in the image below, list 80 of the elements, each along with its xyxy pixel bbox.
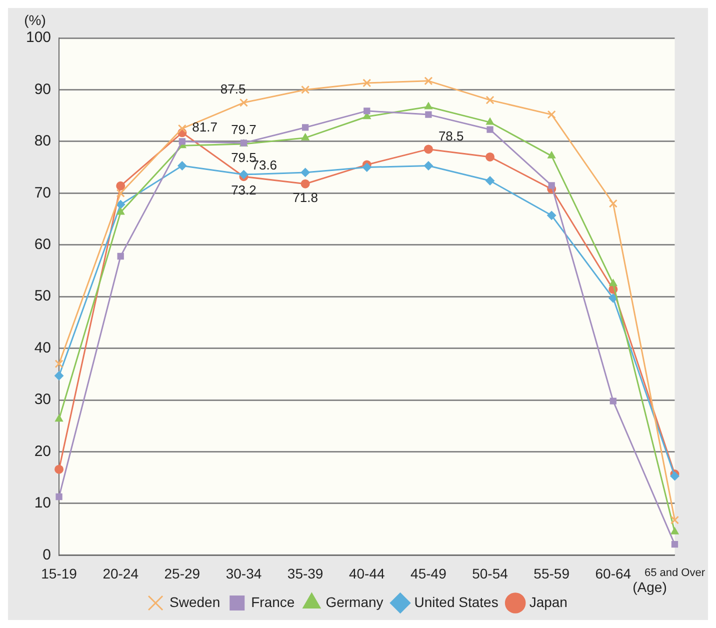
point xyxy=(424,102,432,110)
y-tick-label: 0 xyxy=(42,546,52,564)
data-label: 73.2 xyxy=(231,182,256,198)
point xyxy=(670,472,680,481)
point xyxy=(486,96,494,104)
point xyxy=(178,138,186,145)
point xyxy=(424,144,433,154)
legend-label: Japan xyxy=(529,594,568,610)
point xyxy=(364,108,370,114)
y-tick-label: 90 xyxy=(34,80,52,98)
point xyxy=(424,161,433,170)
point xyxy=(610,398,616,404)
point xyxy=(54,371,64,380)
y-tick-label: 80 xyxy=(34,132,52,150)
y-axis-title: (%) xyxy=(24,12,46,28)
point xyxy=(56,493,62,500)
point xyxy=(301,133,310,140)
x-tick-label: 30-34 xyxy=(226,565,262,582)
point xyxy=(671,541,678,548)
point xyxy=(239,98,248,107)
y-tick-label: 100 xyxy=(26,29,52,46)
data-label: 79.5 xyxy=(231,150,256,166)
legend-label: United States xyxy=(414,594,498,610)
point xyxy=(362,78,372,88)
data-label: 71.8 xyxy=(292,190,318,205)
point xyxy=(300,179,310,188)
y-tick-label: 10 xyxy=(34,494,52,512)
point xyxy=(486,176,495,186)
data-label: 87.5 xyxy=(220,82,246,97)
x-tick-label: 35-39 xyxy=(287,565,324,582)
point xyxy=(54,360,64,368)
legend-label: Germany xyxy=(326,594,384,610)
data-label: 79.7 xyxy=(231,122,256,138)
point xyxy=(547,110,556,119)
point xyxy=(425,111,432,118)
x-tick-label: 25-29 xyxy=(164,565,200,582)
point xyxy=(486,152,495,162)
point xyxy=(608,199,618,208)
point xyxy=(670,527,679,534)
point xyxy=(486,118,494,125)
point xyxy=(362,162,372,172)
y-tick-label: 30 xyxy=(34,391,52,408)
x-tick-label: 50-54 xyxy=(472,565,508,582)
point xyxy=(55,414,63,422)
legend-label: Sweden xyxy=(170,594,220,610)
x-tick-label: 60-64 xyxy=(595,565,632,582)
point xyxy=(301,85,310,94)
point xyxy=(547,210,556,220)
point xyxy=(117,252,124,260)
y-tick-label: 20 xyxy=(34,442,52,460)
x-tick-label: 15-19 xyxy=(41,565,78,582)
point xyxy=(178,161,187,170)
point xyxy=(116,188,125,198)
point xyxy=(302,124,309,131)
point xyxy=(548,182,555,189)
point xyxy=(486,126,494,133)
data-label: 78.5 xyxy=(438,128,464,144)
point xyxy=(608,294,618,303)
x-tick-label: 40-44 xyxy=(348,565,385,582)
point xyxy=(609,279,618,286)
point xyxy=(178,124,186,133)
point xyxy=(116,181,126,190)
y-tick-label: 60 xyxy=(34,236,52,254)
x-tick-label: 45-49 xyxy=(410,565,447,582)
point xyxy=(54,464,64,474)
point xyxy=(116,200,126,210)
legend-label: France xyxy=(251,594,295,610)
y-tick-label: 40 xyxy=(34,339,52,356)
point xyxy=(116,208,125,215)
data-label: 81.7 xyxy=(192,120,218,135)
y-tick-label: 70 xyxy=(34,184,52,202)
point xyxy=(300,168,310,177)
y-tick-label: 50 xyxy=(34,288,52,305)
point xyxy=(424,76,433,86)
x-tick-label: 20-24 xyxy=(102,565,139,582)
point xyxy=(548,151,556,158)
x-tick-label: 55-59 xyxy=(534,565,570,582)
point xyxy=(670,516,680,524)
x-tick-label: 65 and Over xyxy=(644,566,706,579)
x-axis-title: (Age) xyxy=(632,579,667,596)
